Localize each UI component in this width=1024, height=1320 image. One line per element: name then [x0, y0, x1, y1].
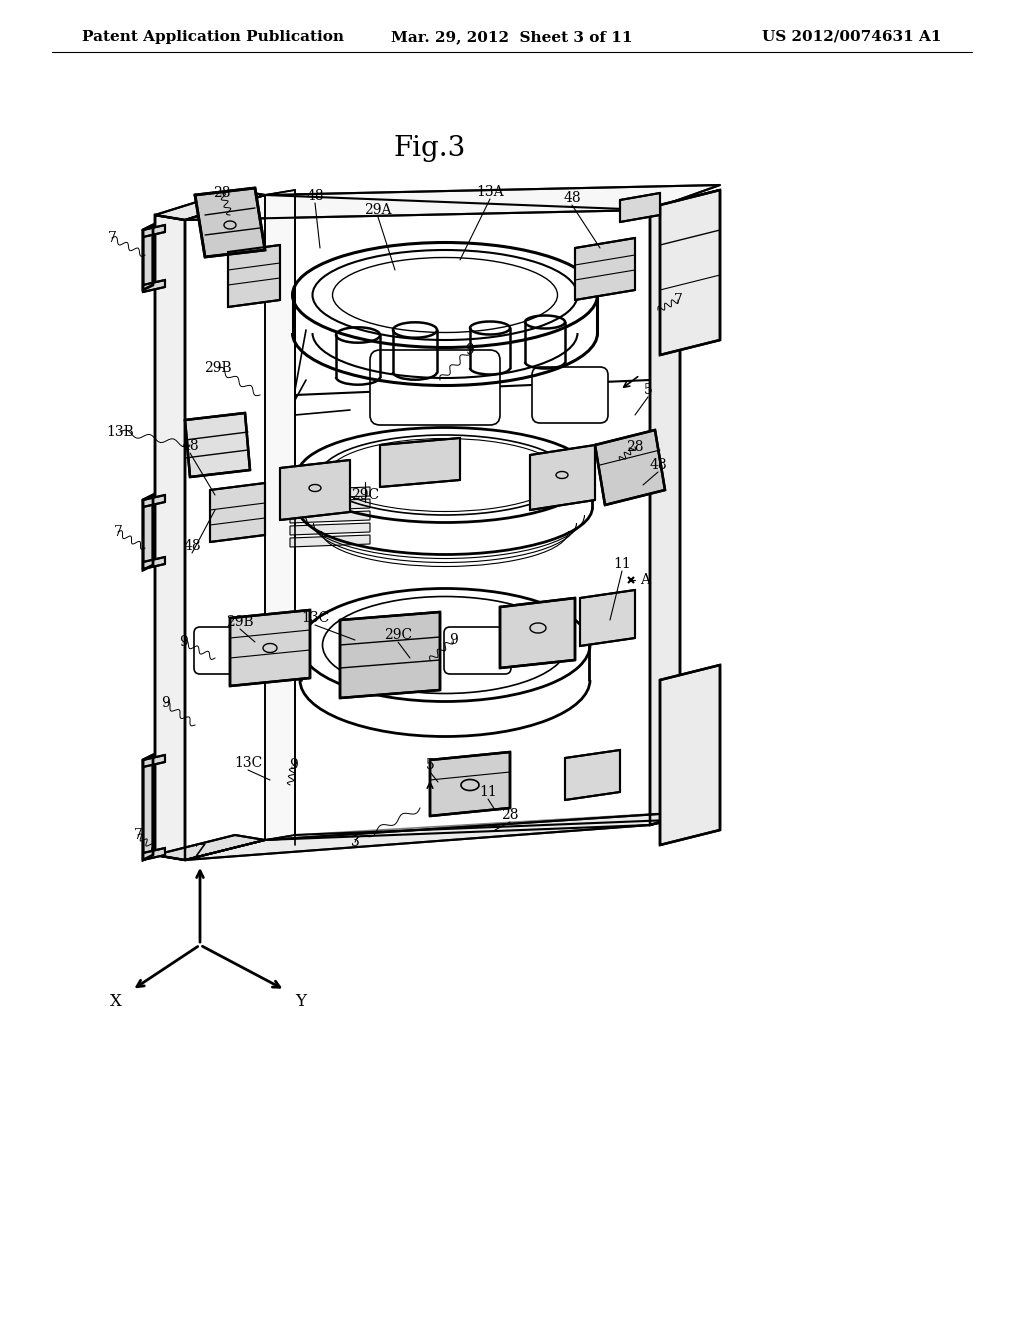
- FancyBboxPatch shape: [370, 350, 500, 425]
- Polygon shape: [430, 752, 510, 816]
- Text: 5: 5: [644, 383, 652, 397]
- Text: 7: 7: [674, 293, 682, 308]
- Text: 28: 28: [213, 186, 230, 201]
- Polygon shape: [210, 483, 265, 543]
- Polygon shape: [143, 495, 153, 570]
- Text: 48: 48: [183, 539, 201, 553]
- Polygon shape: [143, 280, 165, 292]
- Polygon shape: [595, 430, 665, 506]
- Text: 29C: 29C: [351, 488, 379, 502]
- Polygon shape: [143, 755, 165, 767]
- Polygon shape: [650, 190, 720, 210]
- FancyBboxPatch shape: [194, 627, 261, 675]
- Text: Z: Z: [195, 842, 206, 859]
- Text: 11: 11: [479, 785, 497, 799]
- Polygon shape: [660, 665, 720, 845]
- Text: 13B: 13B: [106, 425, 134, 440]
- Polygon shape: [265, 190, 295, 840]
- Text: US 2012/0074631 A1: US 2012/0074631 A1: [763, 30, 942, 44]
- Text: 13A: 13A: [476, 185, 504, 199]
- Polygon shape: [290, 499, 370, 511]
- Polygon shape: [143, 847, 165, 861]
- Text: X: X: [110, 994, 122, 1011]
- Text: 48: 48: [563, 191, 581, 205]
- Polygon shape: [155, 836, 265, 861]
- Text: Mar. 29, 2012  Sheet 3 of 11: Mar. 29, 2012 Sheet 3 of 11: [391, 30, 633, 44]
- Text: 11: 11: [613, 557, 631, 572]
- Polygon shape: [620, 193, 660, 222]
- Polygon shape: [565, 750, 620, 800]
- Polygon shape: [185, 185, 720, 220]
- Polygon shape: [295, 810, 720, 836]
- Polygon shape: [380, 438, 460, 487]
- Text: Y: Y: [296, 994, 306, 1011]
- Text: 9: 9: [161, 696, 169, 710]
- Text: 48: 48: [306, 189, 324, 203]
- Text: 48: 48: [649, 458, 667, 473]
- Text: 29B: 29B: [226, 615, 254, 630]
- Text: 29B: 29B: [204, 360, 231, 375]
- Polygon shape: [143, 495, 165, 507]
- Text: 3: 3: [350, 836, 359, 849]
- Text: 9: 9: [289, 758, 297, 772]
- Polygon shape: [155, 215, 185, 861]
- Text: 5: 5: [426, 758, 434, 772]
- Text: 13C: 13C: [301, 611, 329, 624]
- Text: 9: 9: [449, 634, 458, 647]
- Text: Patent Application Publication: Patent Application Publication: [82, 30, 344, 44]
- Polygon shape: [530, 445, 595, 510]
- Text: 7: 7: [108, 231, 117, 246]
- Polygon shape: [155, 190, 265, 220]
- Polygon shape: [230, 610, 310, 686]
- Polygon shape: [280, 459, 350, 520]
- Text: 48: 48: [181, 440, 199, 453]
- Polygon shape: [185, 413, 250, 477]
- Text: 28: 28: [627, 440, 644, 454]
- Polygon shape: [290, 535, 370, 546]
- Text: 9: 9: [466, 343, 474, 356]
- Polygon shape: [228, 246, 280, 308]
- Text: 7: 7: [133, 828, 142, 842]
- Text: 28: 28: [502, 808, 519, 822]
- Polygon shape: [290, 523, 370, 535]
- FancyBboxPatch shape: [444, 627, 511, 675]
- Polygon shape: [185, 810, 720, 861]
- Text: Fig.3: Fig.3: [394, 135, 466, 161]
- Polygon shape: [143, 755, 153, 861]
- Text: 7: 7: [114, 525, 123, 539]
- FancyBboxPatch shape: [532, 367, 608, 422]
- Text: A: A: [640, 573, 650, 587]
- Polygon shape: [143, 224, 153, 290]
- Text: 29A: 29A: [365, 203, 392, 216]
- Polygon shape: [580, 590, 635, 645]
- Polygon shape: [195, 187, 265, 257]
- Polygon shape: [660, 190, 720, 355]
- Polygon shape: [143, 557, 165, 569]
- Polygon shape: [290, 487, 370, 499]
- Polygon shape: [290, 511, 370, 523]
- Polygon shape: [500, 598, 575, 668]
- Text: 13C: 13C: [233, 756, 262, 770]
- Polygon shape: [143, 224, 165, 238]
- Text: 29C: 29C: [384, 628, 412, 642]
- Text: 9: 9: [178, 635, 187, 649]
- Polygon shape: [575, 238, 635, 300]
- Polygon shape: [340, 612, 440, 698]
- Polygon shape: [650, 201, 680, 825]
